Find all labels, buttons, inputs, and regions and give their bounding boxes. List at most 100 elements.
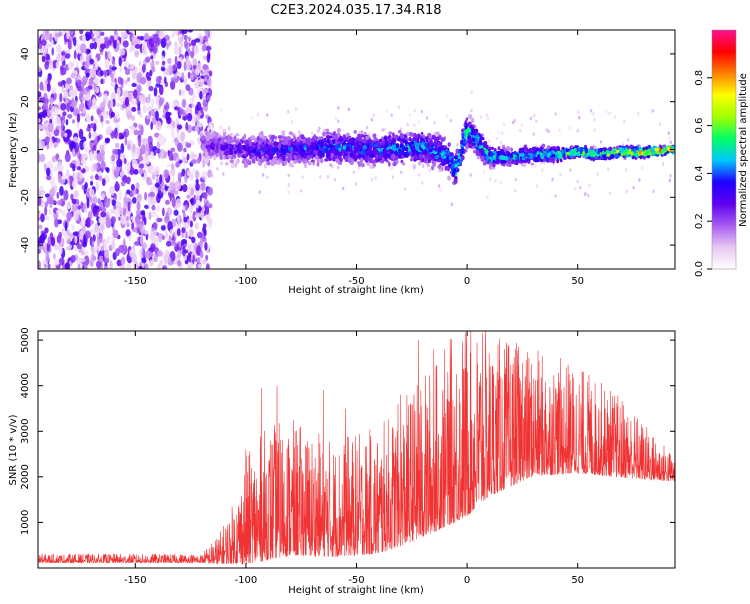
spectrogram-cell	[605, 109, 608, 114]
spectrogram-cell	[172, 30, 176, 36]
spectrogram-cell	[67, 39, 72, 50]
spectrogram-cell	[383, 135, 388, 142]
spectrogram-cell	[62, 111, 67, 117]
spectrogram-cell	[148, 259, 154, 267]
spectrogram-cell	[445, 113, 448, 118]
spectrogram-cell	[77, 263, 81, 269]
spectrogram-cell	[368, 131, 371, 136]
spectrogram-cell	[258, 131, 262, 138]
spectrogram-cell	[223, 155, 227, 160]
spectrogram-cell	[140, 76, 147, 85]
spectrogram-cell	[191, 236, 196, 244]
spectrogram-cell	[159, 148, 165, 160]
spectrogram-cell	[334, 154, 338, 159]
spectrogram-cell	[42, 101, 49, 110]
spectrogram-cell	[181, 88, 185, 97]
spectrogram-cell	[425, 116, 429, 120]
spectrogram-cell	[58, 246, 63, 255]
spectrogram-cell	[120, 97, 124, 107]
spectrogram-cell	[266, 161, 271, 166]
spectrogram-cell	[243, 139, 247, 144]
spectrogram-cell	[177, 259, 182, 267]
spectrogram-cell	[112, 148, 119, 155]
spectrogram-cell	[186, 219, 191, 224]
spectrogram-cell	[417, 120, 420, 125]
spectrogram-cell	[325, 128, 330, 132]
spectrogram-cell	[204, 30, 210, 36]
spectrogram-cell	[366, 125, 369, 130]
spectrogram-cell	[211, 124, 215, 129]
spectrogram-cell	[47, 109, 50, 117]
spectrogram-cell	[73, 50, 77, 60]
spectrogram-cell	[206, 94, 211, 102]
spectrogram-cell	[197, 122, 203, 128]
spectrogram-cell	[124, 68, 131, 76]
spectrogram-cell	[116, 158, 123, 168]
spectrogram-cell	[201, 140, 205, 144]
spectrogram-cell	[74, 86, 78, 98]
spectrogram-cell	[472, 142, 476, 146]
spectrogram-cell	[91, 33, 95, 38]
spectrogram-cell	[368, 164, 373, 170]
spectrogram-cell	[54, 107, 59, 118]
spectrogram-cell	[126, 110, 132, 120]
spectrogram-cell	[497, 130, 500, 134]
spectrogram-cell	[192, 168, 196, 173]
spectrogram-cell	[59, 92, 63, 103]
spectrogram-cell	[521, 163, 527, 168]
spectrogram-cell	[556, 146, 561, 151]
spectrogram-cell	[413, 155, 418, 160]
spectrogram-cell	[510, 147, 513, 152]
spectrogram-cell	[475, 150, 480, 155]
spectrogram-cell	[150, 108, 155, 116]
spectrogram-cell	[397, 105, 401, 110]
spectrogram-cell	[116, 87, 121, 98]
spectrogram-cell	[93, 30, 100, 38]
spectrogram-cell	[403, 187, 407, 191]
spectrogram-cell	[159, 174, 163, 185]
spectrogram-cell	[44, 30, 51, 41]
spectrogram-cell	[93, 83, 97, 91]
spectrogram-cell	[554, 194, 557, 198]
figure-title: C2E3.2024.035.17.34.R18	[270, 3, 441, 18]
spectrogram-cell	[222, 172, 225, 176]
spectrogram-cell	[437, 184, 441, 188]
spectrogram-cell	[391, 139, 396, 145]
spectrogram-cell	[172, 120, 176, 129]
spectrogram-cell	[83, 87, 88, 96]
spectrogram-cell	[169, 228, 173, 239]
spectrogram-cell	[76, 79, 82, 88]
spectrogram-cell	[99, 51, 104, 56]
spectrogram-cell	[201, 259, 207, 265]
spectrogram-cell	[164, 230, 169, 239]
spectrogram-cell	[147, 197, 151, 209]
spectrogram-cell	[106, 126, 113, 134]
spectrogram-cell	[488, 151, 491, 157]
spectrogram-cell	[196, 212, 202, 218]
spectrogram-cell	[256, 112, 260, 117]
spectrogram-cell	[479, 115, 483, 119]
spectrogram-cell	[303, 144, 307, 148]
spectrogram-cell	[435, 136, 440, 141]
spectrogram-cell	[271, 134, 276, 140]
spectrogram-cell	[182, 156, 188, 164]
spectrogram-cell	[156, 249, 163, 257]
spectrogram-cell	[68, 244, 72, 249]
spectrogram-cell	[220, 108, 223, 112]
spectrogram-cell	[136, 193, 142, 202]
spectrogram-cell	[569, 168, 572, 172]
spectrogram-cell	[48, 209, 52, 216]
spectrogram-cell	[60, 55, 64, 62]
spectrogram-cell	[310, 146, 314, 152]
spectrogram-cell	[344, 156, 349, 161]
spectrogram-cell	[71, 198, 77, 205]
spectrogram-cell	[219, 126, 222, 130]
spectrogram-cell	[198, 35, 204, 45]
spectrogram-cell	[469, 173, 472, 177]
spectrogram-cell	[202, 176, 205, 180]
spectrogram-cell	[141, 64, 146, 73]
spectrogram-cell	[38, 196, 42, 207]
spectrogram-cell	[635, 153, 639, 158]
spectrogram-cell	[70, 193, 74, 201]
spectrogram-cell	[56, 138, 61, 144]
